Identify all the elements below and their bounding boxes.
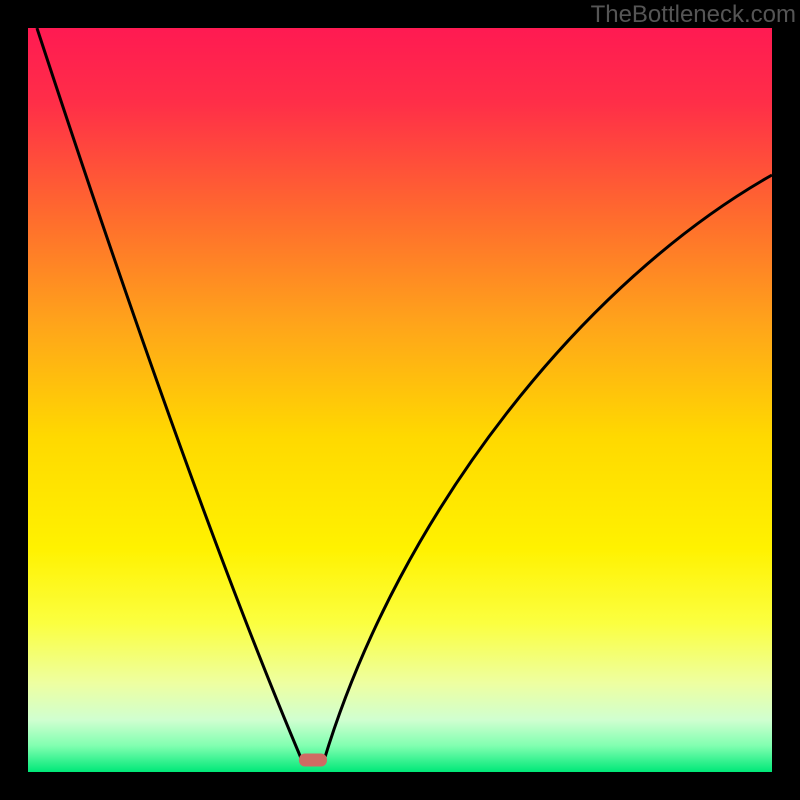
chart-container: TheBottleneck.com bbox=[0, 0, 800, 800]
watermark-text: TheBottleneck.com bbox=[591, 1, 796, 28]
plot-background bbox=[28, 28, 772, 772]
minimum-marker bbox=[299, 754, 327, 767]
bottleneck-chart: TheBottleneck.com bbox=[0, 0, 800, 800]
